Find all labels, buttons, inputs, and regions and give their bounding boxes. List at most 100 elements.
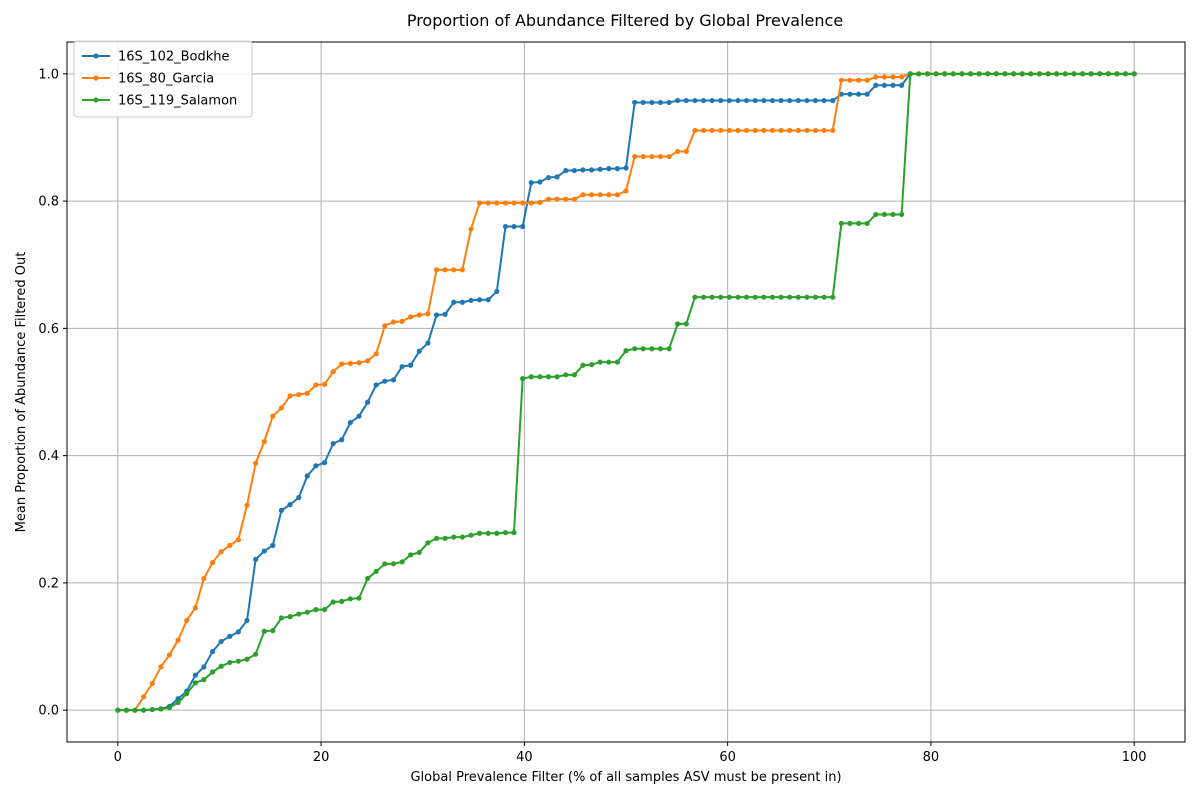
data-point xyxy=(321,381,328,387)
data-point xyxy=(916,71,922,77)
data-point xyxy=(166,652,173,658)
data-point xyxy=(408,314,414,320)
y-tick-label: 0.8 xyxy=(38,195,59,210)
data-point xyxy=(476,530,483,536)
data-point xyxy=(726,97,732,104)
data-point xyxy=(278,507,285,513)
data-point xyxy=(554,174,560,180)
data-point xyxy=(649,346,655,352)
data-point xyxy=(692,127,698,134)
y-tick-label: 1.0 xyxy=(38,67,59,82)
x-tick-label: 20 xyxy=(313,750,330,765)
data-point xyxy=(321,607,328,613)
data-point xyxy=(390,377,397,383)
data-point xyxy=(390,561,397,567)
data-point xyxy=(261,439,267,445)
data-point xyxy=(1028,71,1034,77)
data-point xyxy=(149,680,155,687)
data-point xyxy=(683,148,689,155)
data-point xyxy=(563,372,569,378)
data-point xyxy=(967,71,974,77)
data-point xyxy=(718,294,724,300)
data-point xyxy=(847,91,853,97)
chart-title: Proportion of Abundance Filtered by Glob… xyxy=(407,11,843,30)
data-point xyxy=(175,699,181,706)
legend-box xyxy=(73,40,253,118)
data-point xyxy=(890,82,896,88)
data-point xyxy=(184,617,190,624)
data-point xyxy=(632,99,638,106)
data-point xyxy=(571,196,577,202)
data-point xyxy=(873,82,879,88)
data-point xyxy=(253,651,259,657)
data-point xyxy=(735,97,741,104)
data-point xyxy=(304,473,310,479)
data-point xyxy=(847,220,853,226)
data-point xyxy=(520,223,526,230)
series-16S_119_Salamon xyxy=(115,71,1137,713)
data-point xyxy=(855,77,862,83)
data-point xyxy=(520,376,526,382)
data-point xyxy=(261,548,267,554)
data-point xyxy=(218,638,224,645)
data-point xyxy=(158,706,164,712)
data-point xyxy=(330,440,336,447)
data-point xyxy=(881,211,887,218)
data-point xyxy=(873,74,879,80)
data-point xyxy=(476,297,483,303)
data-point xyxy=(1114,71,1120,77)
data-point xyxy=(528,180,534,186)
data-point xyxy=(425,311,431,317)
legend-label: 16S_80_Garcia xyxy=(118,72,214,87)
data-point xyxy=(623,348,629,354)
data-point xyxy=(244,502,250,508)
data-point xyxy=(442,311,448,317)
data-point xyxy=(408,552,414,558)
data-point xyxy=(976,71,982,77)
data-point xyxy=(1105,71,1111,77)
data-point xyxy=(632,346,638,352)
data-point xyxy=(399,559,405,565)
data-point xyxy=(942,71,948,77)
data-point xyxy=(666,99,672,106)
data-point xyxy=(511,223,517,230)
data-point xyxy=(201,677,207,683)
data-point xyxy=(675,148,681,155)
data-point xyxy=(580,192,586,198)
data-point xyxy=(709,97,715,104)
data-point xyxy=(666,153,672,160)
data-point xyxy=(468,226,474,232)
x-tick-label: 100 xyxy=(1122,750,1147,765)
data-point xyxy=(907,71,913,77)
data-point xyxy=(899,211,905,218)
data-point xyxy=(451,299,457,305)
y-ticks: 0.0 0.2 0.4 0.6 0.8 1.0 xyxy=(38,67,67,719)
data-point xyxy=(382,378,388,384)
data-point xyxy=(545,196,552,202)
data-point xyxy=(270,413,276,419)
data-point xyxy=(1071,71,1077,77)
data-point xyxy=(494,530,500,536)
data-point xyxy=(502,530,509,536)
data-point xyxy=(778,127,784,134)
data-point xyxy=(830,294,836,300)
data-point xyxy=(649,153,655,160)
data-point xyxy=(709,294,715,300)
data-point xyxy=(890,74,896,80)
data-point xyxy=(382,561,388,567)
data-point xyxy=(649,99,655,106)
data-point xyxy=(468,297,474,303)
data-point xyxy=(296,611,302,617)
data-point xyxy=(692,294,698,300)
data-point xyxy=(485,200,491,206)
data-point xyxy=(209,649,216,655)
data-point xyxy=(485,530,491,536)
data-point xyxy=(924,71,931,77)
data-point xyxy=(804,97,810,104)
data-point xyxy=(597,166,603,172)
data-point xyxy=(761,97,767,104)
data-point xyxy=(227,659,233,666)
data-point xyxy=(132,707,138,713)
data-point xyxy=(1054,71,1060,77)
series-group xyxy=(115,71,1137,713)
